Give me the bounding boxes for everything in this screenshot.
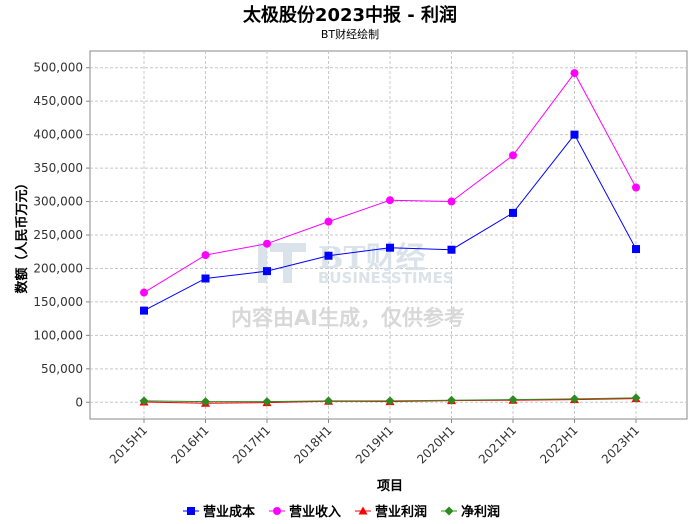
data-point-diamond [385, 396, 395, 406]
legend-label: 营业收入 [289, 504, 341, 520]
data-point-square [570, 130, 579, 139]
data-point-square [140, 306, 148, 315]
data-point-circle [386, 196, 394, 205]
data-point-diamond [631, 393, 641, 403]
data-point-circle [273, 507, 281, 515]
y-tick-label: 450,000 [33, 94, 83, 108]
y-tick-label: 0 [75, 395, 83, 409]
x-tick-label: 2018H1 [291, 423, 334, 466]
series-group [139, 393, 641, 407]
y-tick-label: 350,000 [33, 161, 83, 175]
y-tick-label: 300,000 [33, 195, 83, 209]
y-axis-label: 数额（人民币万元） [14, 176, 30, 293]
series-group [140, 69, 640, 297]
data-point-diamond [447, 395, 456, 405]
data-point-diamond [139, 396, 149, 406]
data-point-square [263, 267, 271, 276]
y-tick-label: 150,000 [33, 295, 83, 309]
data-point-circle [447, 197, 456, 206]
chart-subtitle: BT财经绘制 [321, 27, 379, 41]
y-tick-label: 100,000 [33, 328, 83, 342]
data-point-triangle [358, 506, 368, 515]
legend-label: 营业成本 [203, 504, 255, 520]
data-point-circle [509, 151, 517, 160]
x-axis-ticks: 2015H1 2016H1 2017H1 2018H1 2019H1 2020H1 2021… [107, 419, 642, 466]
series-group [140, 130, 640, 315]
watermark-logo-bar [270, 243, 306, 252]
data-point-square [386, 243, 394, 252]
data-point-square [447, 245, 456, 254]
data-point-square [324, 251, 333, 260]
data-point-square [187, 507, 195, 515]
watermark-notice: 内容由AI生成，仅供参考 [231, 306, 465, 330]
chart-title: 太极股份2023中报 - 利润 [243, 4, 457, 26]
watermark: BT财经 BUSINESSTIMES 内容由AI生成，仅供参考 [231, 241, 465, 330]
data-point-square [632, 245, 640, 254]
x-tick-label: 2020H1 [414, 423, 457, 466]
x-tick-label: 2022H1 [537, 423, 580, 466]
watermark-logo-bar [258, 243, 267, 283]
x-tick-label: 2019H1 [353, 423, 396, 466]
data-point-square [201, 274, 210, 283]
y-tick-label: 200,000 [33, 261, 83, 275]
data-point-diamond [201, 397, 210, 407]
data-point-circle [570, 69, 579, 78]
data-point-square [509, 208, 517, 217]
grid-lines [90, 51, 687, 419]
data-point-diamond [444, 506, 454, 516]
data-point-diamond [570, 394, 579, 404]
data-point-circle [324, 217, 333, 226]
data-point-circle [140, 288, 148, 297]
data-point-circle [632, 183, 640, 192]
x-tick-label: 2023H1 [599, 423, 642, 466]
legend-label: 营业利润 [375, 504, 427, 520]
y-tick-label: 250,000 [33, 228, 83, 242]
y-tick-label: 50,000 [41, 362, 83, 376]
series-layer [139, 69, 641, 407]
watermark-logo-bar [283, 252, 292, 283]
data-point-circle [201, 251, 210, 260]
x-tick-label: 2016H1 [168, 423, 211, 466]
data-point-circle [263, 239, 271, 248]
y-tick-label: 500,000 [33, 61, 83, 75]
x-tick-label: 2021H1 [476, 423, 519, 466]
y-axis-ticks: 0 50,000 100,000 150,000 200,000 250,000 300,0… [33, 61, 90, 409]
x-tick-label: 2017H1 [230, 423, 273, 466]
legend: 营业成本 营业收入 营业利润 净利润 [183, 504, 500, 520]
y-tick-label: 400,000 [33, 128, 83, 142]
legend-label: 净利润 [461, 504, 500, 520]
watermark-brand: BT财经 [318, 241, 426, 276]
x-axis-label: 项目 [377, 479, 403, 494]
data-point-diamond [324, 396, 333, 406]
watermark-brand-en: BUSINESSTIMES [318, 269, 454, 287]
data-point-diamond [262, 397, 272, 407]
x-tick-label: 2015H1 [107, 423, 150, 466]
data-point-diamond [508, 395, 518, 405]
